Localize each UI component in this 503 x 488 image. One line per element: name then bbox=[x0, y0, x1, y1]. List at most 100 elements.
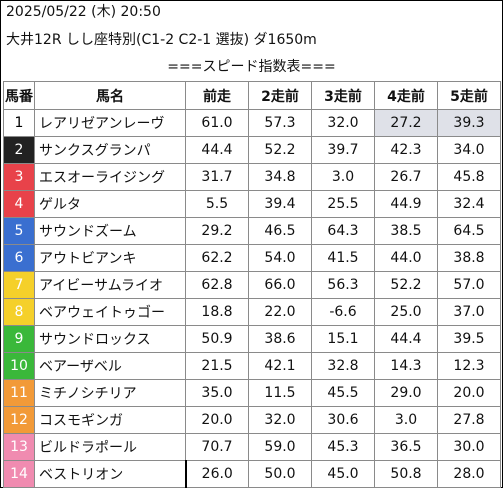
speed-index-cell: 39.7 bbox=[311, 136, 375, 164]
horse-number-cell: 14 bbox=[3, 460, 35, 488]
table-row: 14 ベストリオン 26.0 50.0 45.0 50.8 28.0 bbox=[3, 460, 501, 488]
speed-index-cell: 44.9 bbox=[374, 190, 438, 218]
speed-index-cell: 21.5 bbox=[185, 352, 249, 380]
horse-name-cell: ミチノシチリア bbox=[34, 379, 186, 407]
speed-index-cell: 20.0 bbox=[437, 379, 501, 407]
speed-index-cell: 45.3 bbox=[311, 433, 375, 461]
speed-index-cell: 32.4 bbox=[437, 190, 501, 218]
speed-index-cell: 28.0 bbox=[437, 460, 501, 488]
speed-index-cell: 25.5 bbox=[311, 190, 375, 218]
race-datetime: 2025/05/22 (木) 20:50 bbox=[6, 4, 161, 20]
speed-index-cell: 52.2 bbox=[248, 136, 312, 164]
speed-index-cell: 45.5 bbox=[311, 379, 375, 407]
speed-index-table: 馬番 馬名 前走 2走前 3走前 4走前 5走前 1 レアリゼアンレーヴ 61.0 5… bbox=[3, 81, 501, 488]
speed-index-cell: 45.0 bbox=[311, 460, 375, 488]
table-row: 11 ミチノシチリア 35.0 11.5 45.5 29.0 20.0 bbox=[3, 379, 501, 407]
speed-index-cell: 3.0 bbox=[374, 406, 438, 434]
speed-index-cell: 34.8 bbox=[248, 163, 312, 191]
speed-index-cell: 50.8 bbox=[374, 460, 438, 488]
speed-index-cell: 50.0 bbox=[248, 460, 312, 488]
speed-index-cell: 20.0 bbox=[185, 406, 249, 434]
race-title: 大井12R しし座特別(C1-2 C2-1 選抜) ダ1650m bbox=[6, 32, 317, 48]
horse-number-cell: 1 bbox=[3, 109, 35, 137]
speed-index-cell: 46.5 bbox=[248, 217, 312, 245]
table-row: 12 コスモギンガ 20.0 32.0 30.6 3.0 27.8 bbox=[3, 406, 501, 434]
speed-index-cell: 22.0 bbox=[248, 298, 312, 326]
horse-name-cell: サウンドロックス bbox=[34, 325, 186, 353]
horse-name-cell: サンクスグランパ bbox=[34, 136, 186, 164]
horse-number-cell: 2 bbox=[3, 136, 35, 164]
horse-name-cell: ビルドラポール bbox=[34, 433, 186, 461]
table-row: 7 アイビーサムライオ 62.8 66.0 56.3 52.2 57.0 bbox=[3, 271, 501, 299]
header-3-races-ago: 3走前 bbox=[311, 81, 375, 110]
header-4-races-ago: 4走前 bbox=[374, 81, 438, 110]
horse-number-cell: 12 bbox=[3, 406, 35, 434]
speed-index-cell: 61.0 bbox=[185, 109, 249, 137]
speed-index-cell: 44.0 bbox=[374, 244, 438, 272]
speed-index-cell: 29.2 bbox=[185, 217, 249, 245]
horse-number-cell: 4 bbox=[3, 190, 35, 218]
speed-index-cell: 42.3 bbox=[374, 136, 438, 164]
table-row: 8 ベアウェイトゥゴー 18.8 22.0 -6.6 25.0 37.0 bbox=[3, 298, 501, 326]
horse-name-cell: コスモギンガ bbox=[34, 406, 186, 434]
speed-index-cell: 30.0 bbox=[437, 433, 501, 461]
speed-index-cell: 14.3 bbox=[374, 352, 438, 380]
horse-name-cell: エスオーライジング bbox=[34, 163, 186, 191]
speed-index-cell: 32.8 bbox=[311, 352, 375, 380]
horse-number-cell: 10 bbox=[3, 352, 35, 380]
speed-index-cell: 15.1 bbox=[311, 325, 375, 353]
speed-index-cell: 38.5 bbox=[374, 217, 438, 245]
speed-index-cell: 59.0 bbox=[248, 433, 312, 461]
speed-index-cell: 5.5 bbox=[185, 190, 249, 218]
horse-name-cell: ゲルタ bbox=[34, 190, 186, 218]
horse-number-cell: 9 bbox=[3, 325, 35, 353]
horse-name-cell: ベアーザベル bbox=[34, 352, 186, 380]
horse-name-cell: レアリゼアンレーヴ bbox=[34, 109, 186, 137]
table-row: 10 ベアーザベル 21.5 42.1 32.8 14.3 12.3 bbox=[3, 352, 501, 380]
table-row: 6 アウトビアンキ 62.2 54.0 41.5 44.0 38.8 bbox=[3, 244, 501, 272]
speed-index-cell: 64.3 bbox=[311, 217, 375, 245]
table-row: 2 サンクスグランパ 44.4 52.2 39.7 42.3 34.0 bbox=[3, 136, 501, 164]
horse-number-cell: 11 bbox=[3, 379, 35, 407]
table-row: 9 サウンドロックス 50.9 38.6 15.1 44.4 39.5 bbox=[3, 325, 501, 353]
speed-index-cell: 57.0 bbox=[437, 271, 501, 299]
horse-name-cell: アウトビアンキ bbox=[34, 244, 186, 272]
table-row: 4 ゲルタ 5.5 39.4 25.5 44.9 32.4 bbox=[3, 190, 501, 218]
horse-number-cell: 5 bbox=[3, 217, 35, 245]
horse-name-cell: ベストリオン bbox=[34, 460, 186, 488]
speed-index-cell: 27.8 bbox=[437, 406, 501, 434]
speed-index-cell: 32.0 bbox=[248, 406, 312, 434]
header-horse-name: 馬名 bbox=[34, 81, 186, 110]
speed-index-cell: 38.6 bbox=[248, 325, 312, 353]
speed-index-cell: 36.5 bbox=[374, 433, 438, 461]
speed-index-cell: 44.4 bbox=[374, 325, 438, 353]
speed-index-cell: 39.5 bbox=[437, 325, 501, 353]
header-last-race: 前走 bbox=[185, 81, 249, 110]
speed-index-cell: -6.6 bbox=[311, 298, 375, 326]
speed-index-cell: 66.0 bbox=[248, 271, 312, 299]
speed-index-cell: 38.8 bbox=[437, 244, 501, 272]
speed-index-cell: 39.4 bbox=[248, 190, 312, 218]
speed-index-cell: 32.0 bbox=[311, 109, 375, 137]
table-row: 5 サウンドズーム 29.2 46.5 64.3 38.5 64.5 bbox=[3, 217, 501, 245]
speed-index-cell: 29.0 bbox=[374, 379, 438, 407]
horse-name-cell: ベアウェイトゥゴー bbox=[34, 298, 186, 326]
speed-index-cell: 30.6 bbox=[311, 406, 375, 434]
speed-index-cell: 70.7 bbox=[185, 433, 249, 461]
horse-name-cell: アイビーサムライオ bbox=[34, 271, 186, 299]
horse-name-cell: サウンドズーム bbox=[34, 217, 186, 245]
horse-number-cell: 8 bbox=[3, 298, 35, 326]
speed-index-cell: 42.1 bbox=[248, 352, 312, 380]
horse-number-cell: 7 bbox=[3, 271, 35, 299]
speed-index-cell: 26.7 bbox=[374, 163, 438, 191]
speed-index-cell: 11.5 bbox=[248, 379, 312, 407]
speed-index-cell: 57.3 bbox=[248, 109, 312, 137]
table-row: 1 レアリゼアンレーヴ 61.0 57.3 32.0 27.2 39.3 bbox=[3, 109, 501, 137]
horse-number-cell: 3 bbox=[3, 163, 35, 191]
speed-index-cell: 12.3 bbox=[437, 352, 501, 380]
table-subtitle: ===スピード指数表=== bbox=[167, 59, 336, 75]
speed-index-cell: 50.9 bbox=[185, 325, 249, 353]
table-row: 13 ビルドラポール 70.7 59.0 45.3 36.5 30.0 bbox=[3, 433, 501, 461]
speed-index-cell: 52.2 bbox=[374, 271, 438, 299]
speed-index-cell: 27.2 bbox=[374, 109, 438, 137]
